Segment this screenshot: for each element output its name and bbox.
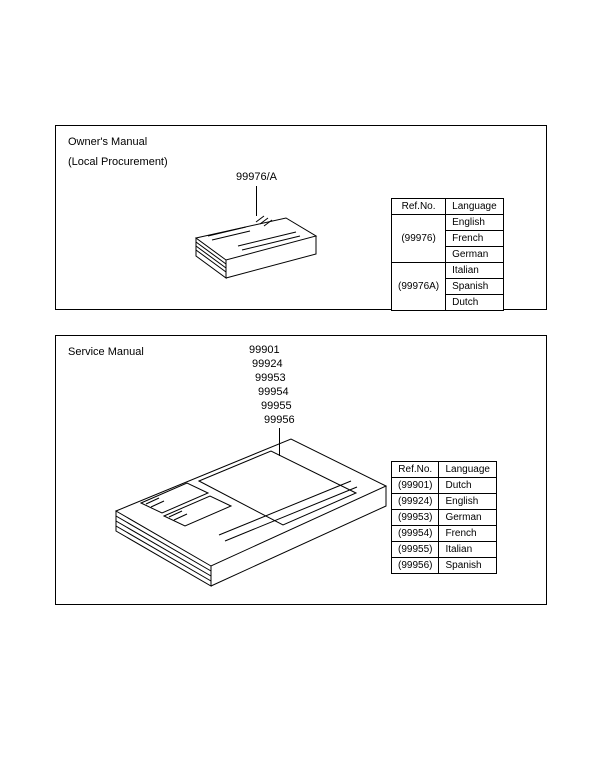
refno-cell: (99901) (392, 478, 439, 494)
service-ref-2: 99953 (255, 372, 286, 384)
header-refno: Ref.No. (392, 462, 439, 478)
owner-manual-icon (186, 208, 326, 298)
table-row: (99924)English (392, 494, 497, 510)
lang-cell: French (439, 526, 497, 542)
service-manual-panel: Service Manual 99901 99924 99953 99954 9… (55, 335, 547, 605)
service-ref-table: Ref.No. Language (99901)Dutch (99924)Eng… (391, 461, 497, 574)
lang-cell: French (446, 231, 504, 247)
owner-manual-panel: Owner's Manual (Local Procurement) 99976… (55, 125, 547, 310)
service-ref-0: 99901 (249, 344, 280, 356)
lang-cell: English (446, 215, 504, 231)
lang-cell: Italian (446, 263, 504, 279)
lang-cell: German (439, 510, 497, 526)
lang-cell: Spanish (439, 558, 497, 574)
service-ref-5: 99956 (264, 414, 295, 426)
lang-cell: English (439, 494, 497, 510)
refno-cell: (99924) (392, 494, 439, 510)
lang-cell: German (446, 247, 504, 263)
service-manual-icon (101, 431, 401, 601)
table-row: (99954)French (392, 526, 497, 542)
lang-cell: Dutch (439, 478, 497, 494)
refno-cell: (99976A) (392, 263, 446, 311)
header-language: Language (439, 462, 497, 478)
refno-cell: (99954) (392, 526, 439, 542)
refno-cell: (99953) (392, 510, 439, 526)
service-ref-3: 99954 (258, 386, 289, 398)
table-row: (99955)Italian (392, 542, 497, 558)
table-row: (99901)Dutch (392, 478, 497, 494)
refno-cell: (99956) (392, 558, 439, 574)
lang-cell: Italian (439, 542, 497, 558)
table-header-row: Ref.No. Language (392, 462, 497, 478)
service-title: Service Manual (68, 346, 144, 358)
owner-ref-table: Ref.No. Language (99976) English French … (391, 198, 504, 311)
header-language: Language (446, 199, 504, 215)
refno-cell: (99976) (392, 215, 446, 263)
table-row: (99976) English (392, 215, 504, 231)
table-row: (99953)German (392, 510, 497, 526)
owner-title-1: Owner's Manual (68, 136, 147, 148)
lang-cell: Dutch (446, 295, 504, 311)
owner-ref-label: 99976/A (236, 171, 277, 183)
lang-cell: Spanish (446, 279, 504, 295)
owner-title-2: (Local Procurement) (68, 156, 168, 168)
service-ref-4: 99955 (261, 400, 292, 412)
service-ref-1: 99924 (252, 358, 283, 370)
table-header-row: Ref.No. Language (392, 199, 504, 215)
table-row: (99956)Spanish (392, 558, 497, 574)
header-refno: Ref.No. (392, 199, 446, 215)
refno-cell: (99955) (392, 542, 439, 558)
table-row: (99976A) Italian (392, 263, 504, 279)
